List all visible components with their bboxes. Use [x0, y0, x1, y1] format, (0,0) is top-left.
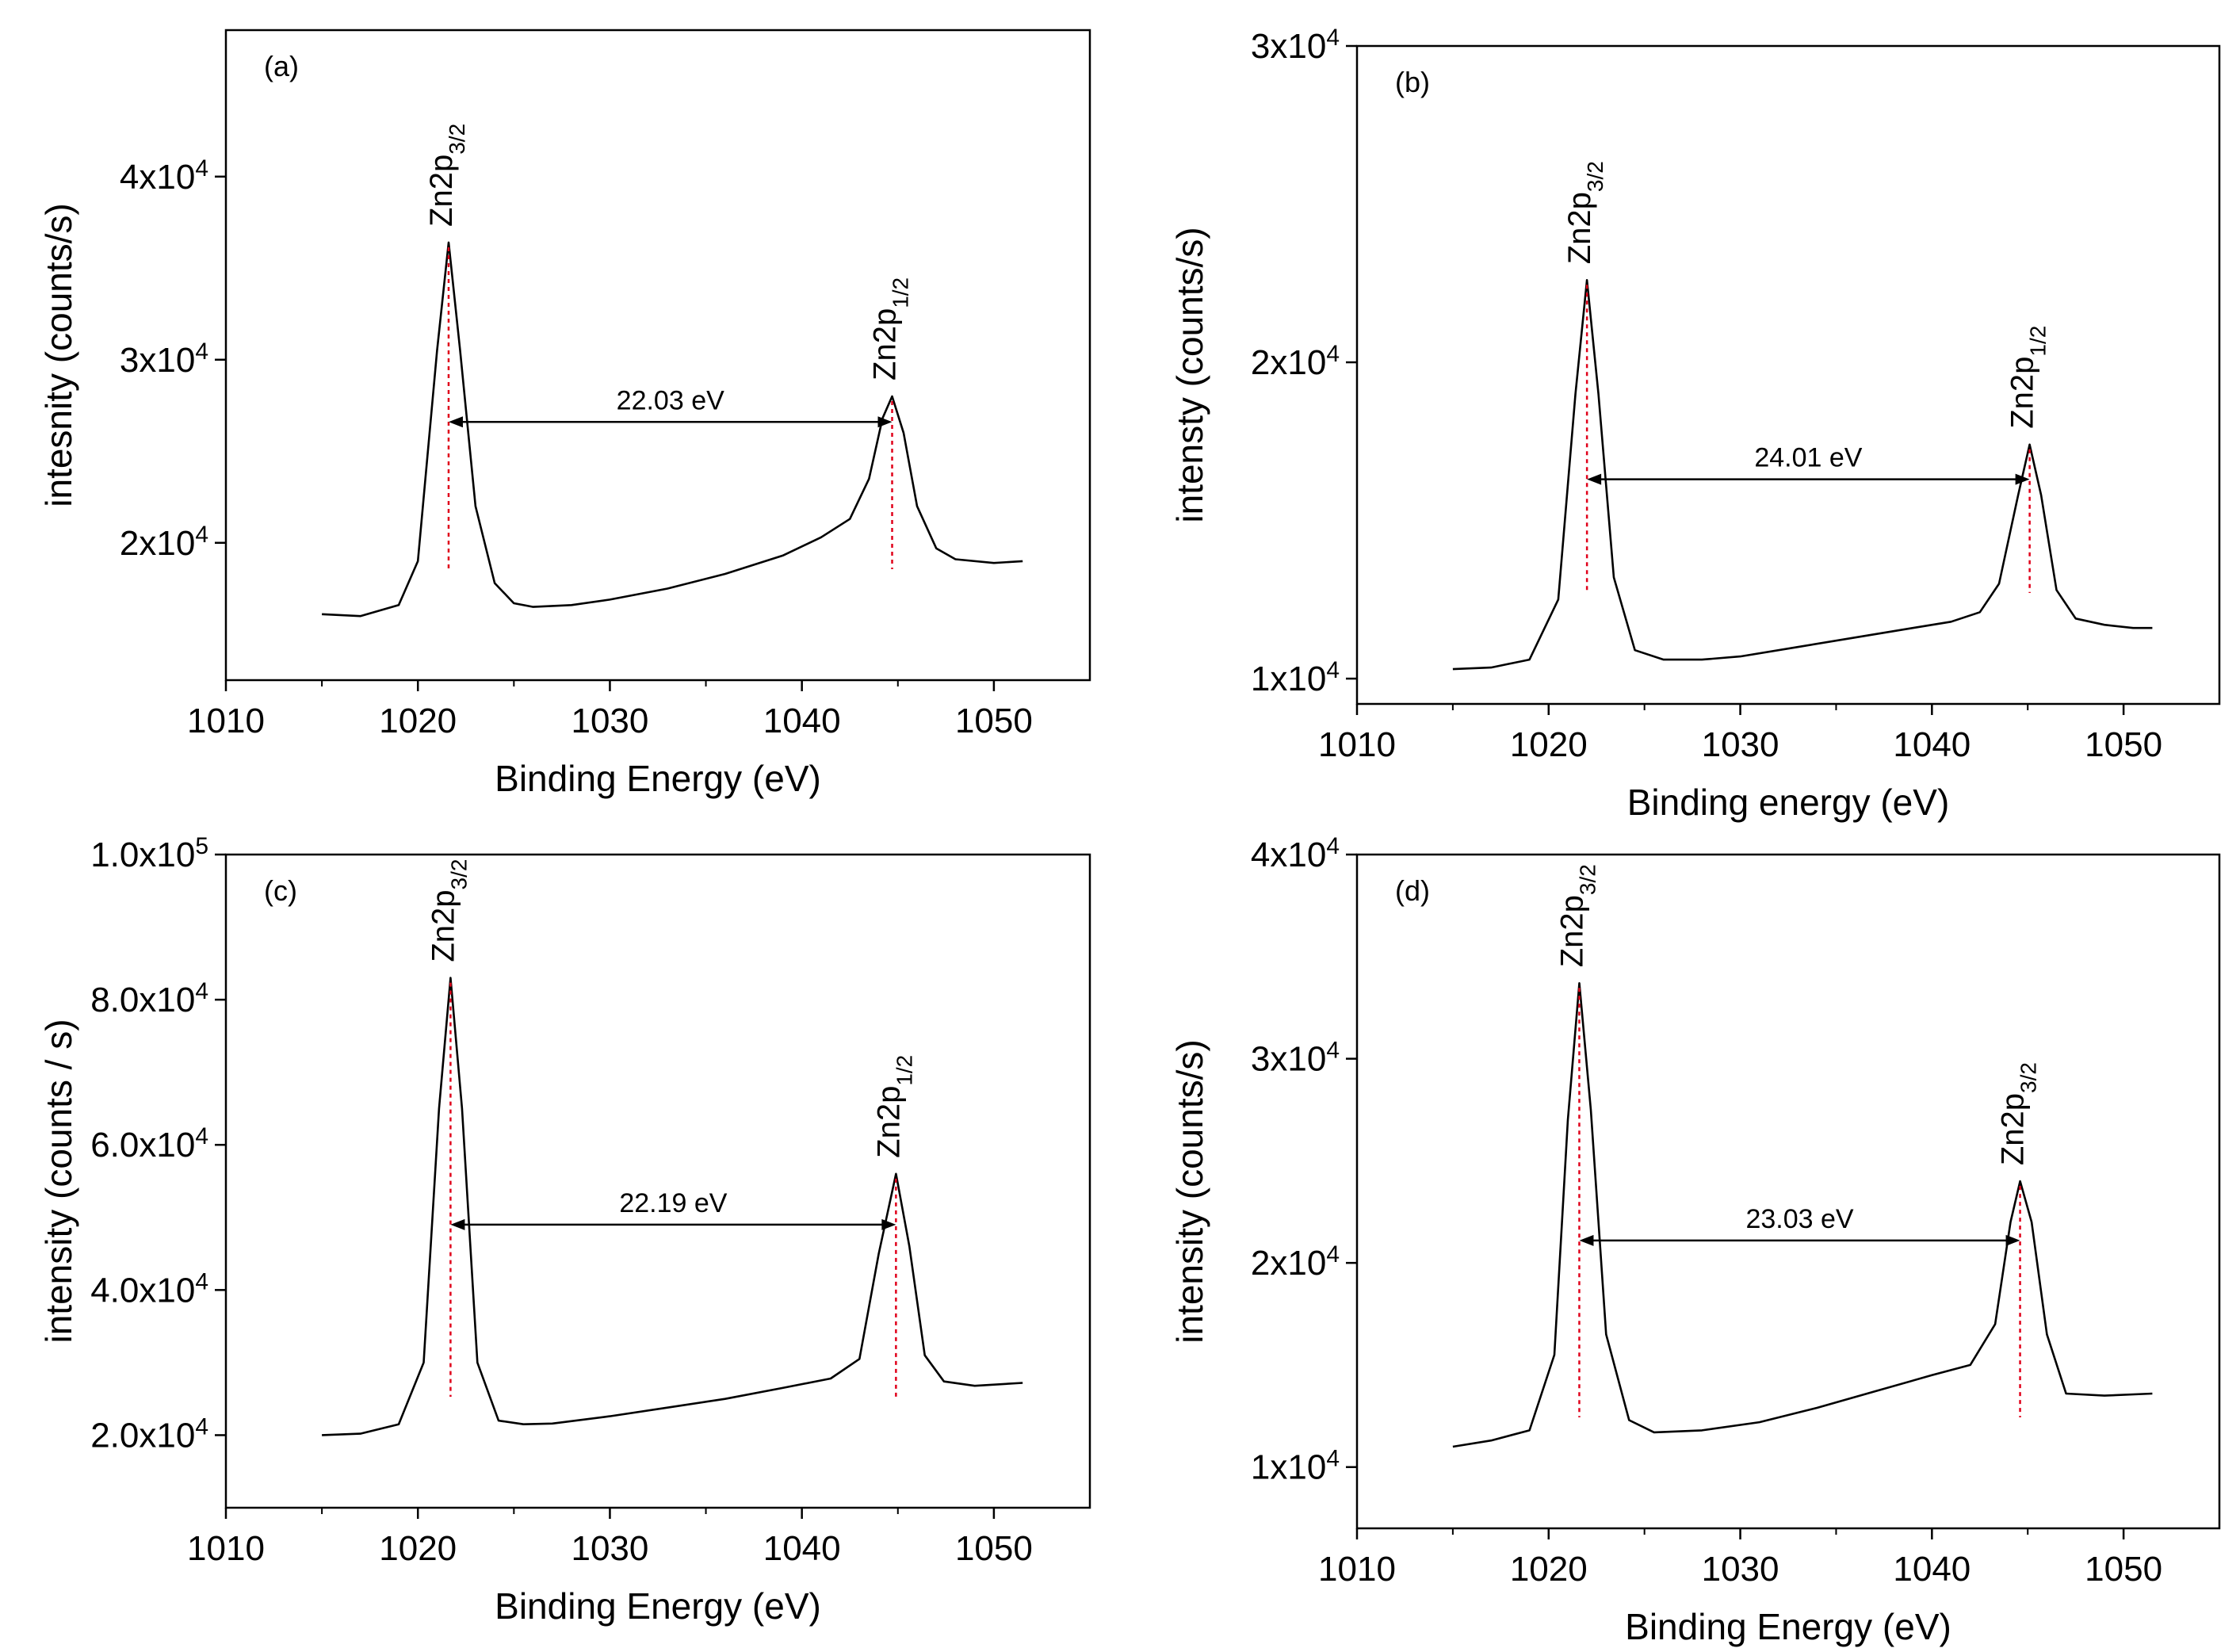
spectrum-line [1452, 982, 2153, 1448]
y-tick-label: 2x104 [1251, 341, 1340, 383]
x-tick-label: 1020 [1510, 725, 1588, 764]
peak-label: Zn2p3/2 [1554, 864, 1600, 967]
separation-label: 24.01 eV [1754, 443, 1862, 473]
panel-c: 1010 1020 1030 1040 1050 2.0x104 4.0x104 6.0x10… [38, 833, 1091, 1627]
x-tick-label: 1050 [2085, 725, 2162, 764]
x-tick-label: 1040 [763, 702, 841, 740]
panel-label: (c) [264, 874, 297, 907]
separation-arrowhead-left [1579, 1234, 1594, 1246]
separation-arrowhead-right [2005, 1234, 2020, 1246]
spectrum-line [322, 977, 1023, 1436]
y-axis-label: intesnity (counts/s) [38, 203, 79, 507]
separation-arrowhead-left [1587, 473, 1602, 485]
x-tick-label: 1010 [187, 1529, 265, 1568]
plot-frame [224, 29, 1091, 682]
y-tick-label: 4.0x104 [90, 1268, 208, 1310]
y-axis-label: intensity (counts/s) [1169, 1039, 1210, 1343]
y-tick-label: 1.0x105 [90, 833, 208, 875]
x-tick-label: 1050 [2085, 1550, 2162, 1589]
x-tick-label: 1020 [379, 1529, 457, 1568]
x-tick-label: 1040 [1893, 725, 1971, 764]
x-axis-label: Binding Energy (eV) [495, 1585, 821, 1627]
x-tick-label: 1010 [187, 702, 265, 740]
y-tick-label: 4x104 [1251, 833, 1340, 875]
panel-a: 1010 1020 1030 1040 1050 2x104 3x104 4x104 Bindi… [38, 29, 1091, 799]
x-tick-label: 1050 [955, 1529, 1033, 1568]
spectrum-line [322, 241, 1023, 618]
x-tick-label: 1020 [1510, 1550, 1588, 1589]
panel-label: (b) [1395, 66, 1430, 98]
x-axis-label: Binding Energy (eV) [1625, 1606, 1951, 1647]
x-tick-label: 1040 [763, 1529, 841, 1568]
y-tick-label: 1x104 [1251, 1445, 1340, 1487]
separation-arrowhead-right [881, 1218, 896, 1230]
panel-d: 1010 1020 1030 1040 1050 1x104 2x104 3x104 4x104… [1169, 833, 2221, 1647]
y-tick-label: 3x104 [120, 338, 208, 380]
separation-arrowhead-right [877, 416, 893, 428]
y-tick-label: 2x104 [120, 521, 208, 563]
y-axis-label: intensty (counts/s) [1169, 227, 1210, 522]
panel-b: 1010 1020 1030 1040 1050 1x104 2x104 3x104 Bindi… [1169, 25, 2221, 823]
y-tick-label: 6.0x104 [90, 1123, 208, 1165]
peak-label: Zn2p3/2 [1562, 161, 1607, 264]
plot-frame [1355, 44, 2221, 706]
panel-label: (d) [1395, 874, 1430, 907]
x-tick-label: 1030 [1702, 725, 1779, 764]
y-tick-label: 2.0x104 [90, 1413, 208, 1455]
plot-frame [1355, 853, 2221, 1530]
separation-arrowhead-right [2015, 473, 2030, 485]
y-tick-label: 3x104 [1251, 25, 1340, 67]
y-tick-label: 2x104 [1251, 1241, 1340, 1283]
separation-label: 22.19 eV [619, 1188, 727, 1218]
y-tick-label: 4x104 [120, 155, 208, 197]
x-tick-label: 1020 [379, 702, 457, 740]
separation-label: 23.03 eV [1745, 1204, 1853, 1234]
separation-arrowhead-left [448, 416, 463, 428]
x-tick-label: 1010 [1318, 1550, 1396, 1589]
peak-label: Zn2p3/2 [424, 124, 469, 227]
spectrum-line [1452, 279, 2153, 671]
x-tick-label: 1030 [571, 702, 648, 740]
peak-label: Zn2p1/2 [868, 277, 913, 380]
peak-label: Zn2p1/2 [871, 1055, 916, 1158]
x-tick-label: 1050 [955, 702, 1033, 740]
y-tick-label: 3x104 [1251, 1037, 1340, 1079]
y-axis-label: intensity (counts / s) [38, 1019, 79, 1343]
separation-arrowhead-left [450, 1218, 465, 1230]
y-tick-label: 1x104 [1251, 657, 1340, 699]
x-tick-label: 1010 [1318, 725, 1396, 764]
peak-label: Zn2p3/2 [426, 859, 471, 962]
peak-label: Zn2p3/2 [1996, 1062, 2041, 1165]
x-tick-label: 1040 [1893, 1550, 1971, 1589]
peak-label: Zn2p1/2 [2005, 326, 2051, 429]
separation-label: 22.03 eV [617, 385, 724, 415]
x-axis-label: Binding energy (eV) [1627, 782, 1950, 823]
panel-label: (a) [264, 50, 299, 82]
x-tick-label: 1030 [1702, 1550, 1779, 1589]
plot-frame [224, 853, 1091, 1509]
y-tick-label: 8.0x104 [90, 978, 208, 1020]
x-tick-label: 1030 [571, 1529, 648, 1568]
x-axis-label: Binding Energy (eV) [495, 758, 821, 799]
